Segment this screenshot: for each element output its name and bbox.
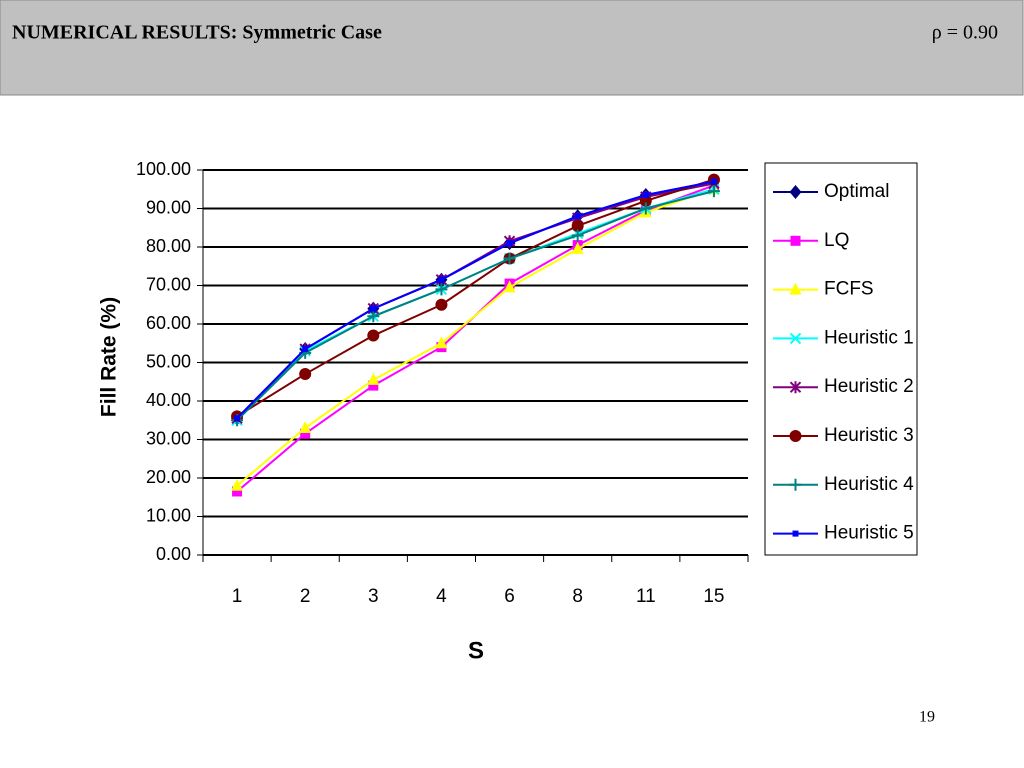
legend-label: Heuristic 5 (824, 523, 914, 544)
y-tick-label: 50.00 (146, 351, 191, 371)
y-tick-label: 10.00 (146, 505, 191, 525)
x-tick-label: 15 (703, 586, 724, 607)
marker (231, 478, 244, 491)
legend-label: Heuristic 2 (824, 376, 914, 397)
marker (367, 310, 380, 323)
legend-label: Heuristic 3 (824, 425, 914, 446)
marker (368, 380, 379, 391)
marker (302, 346, 309, 353)
series-line (236, 178, 715, 418)
marker (707, 185, 720, 198)
marker (571, 219, 584, 232)
x-tick-label: 4 (436, 586, 447, 607)
marker (367, 372, 380, 385)
marker (792, 530, 799, 537)
y-tick-label: 20.00 (146, 467, 191, 487)
legend-label: Heuristic 4 (824, 474, 914, 495)
x-tick-label: 6 (504, 586, 515, 607)
marker (789, 430, 802, 442)
marker (299, 368, 312, 381)
marker (435, 283, 448, 296)
marker (574, 213, 581, 220)
x-tick-label: 8 (572, 586, 583, 607)
x-axis-label: S (468, 637, 484, 664)
marker (789, 478, 802, 491)
marker (370, 305, 377, 312)
y-tick-label: 70.00 (146, 274, 191, 294)
marker (789, 185, 802, 199)
marker (506, 240, 513, 247)
y-axis-label: Fill Rate (%) (98, 297, 121, 417)
y-tick-label: 100.00 (136, 159, 191, 179)
rho-label: ρ = 0.90 (932, 22, 998, 44)
legend-label: Optimal (824, 181, 889, 202)
marker (639, 202, 652, 215)
series-line (236, 188, 715, 487)
series-line (236, 190, 715, 421)
marker (790, 235, 801, 246)
y-tick-label: 30.00 (146, 428, 191, 448)
marker (710, 178, 717, 185)
marker (299, 420, 312, 433)
x-tick-label: 3 (368, 586, 379, 607)
y-tick-label: 80.00 (146, 236, 191, 256)
marker (503, 252, 516, 265)
y-tick-label: 0.00 (156, 544, 191, 564)
marker (438, 276, 445, 283)
y-tick-label: 90.00 (146, 197, 191, 217)
marker (571, 241, 584, 254)
y-tick-label: 60.00 (146, 313, 191, 333)
marker (503, 280, 516, 293)
page-number: 19 (919, 709, 935, 726)
legend-label: Heuristic 1 (824, 327, 914, 348)
legend-label: LQ (824, 230, 849, 251)
marker (300, 428, 311, 439)
series-line (236, 180, 715, 420)
x-tick-label: 11 (636, 586, 656, 607)
x-tick-label: 1 (232, 586, 243, 607)
legend (764, 162, 918, 556)
marker (367, 329, 380, 342)
marker (789, 332, 802, 345)
marker (642, 192, 649, 199)
marker (789, 381, 802, 394)
marker (435, 336, 448, 349)
header-band (0, 0, 1024, 96)
x-tick-label: 2 (300, 586, 311, 607)
legend-label: FCFS (824, 279, 874, 300)
marker (435, 298, 448, 311)
marker (234, 415, 241, 422)
slide-title: NUMERICAL RESULTS: Symmetric Case (12, 22, 382, 44)
marker (571, 229, 584, 242)
marker (789, 282, 802, 295)
marker (232, 486, 243, 497)
y-tick-label: 40.00 (146, 390, 191, 410)
